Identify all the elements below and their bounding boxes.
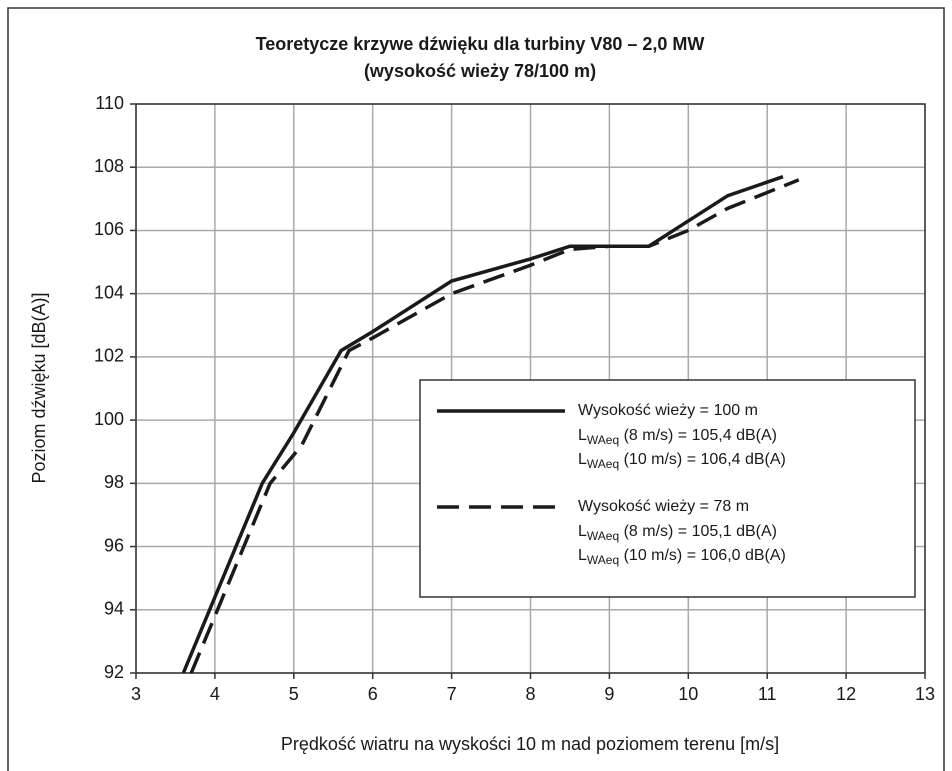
legend-note: LWAeq (10 m/s) = 106,4 dB(A)	[578, 451, 786, 471]
note-symbol: L	[578, 451, 587, 468]
legend-label: Wysokość wieży = 78 m	[578, 498, 749, 515]
frame	[7, 7, 945, 771]
y-tick-label: 110	[95, 93, 124, 113]
note-subscript: WAeq	[587, 529, 619, 543]
x-tick-label: 12	[836, 684, 856, 704]
note-subscript: WAeq	[587, 553, 619, 567]
note-subscript: WAeq	[587, 433, 619, 447]
chart-subtitle: (wysokość wieży 78/100 m)	[364, 61, 596, 81]
x-tick-label: 7	[447, 684, 457, 704]
note-text: (8 m/s) = 105,1 dB(A)	[619, 523, 777, 540]
x-tick-label: 5	[289, 684, 299, 704]
x-tick-label: 6	[368, 684, 378, 704]
note-text: (10 m/s) = 106,4 dB(A)	[619, 451, 786, 468]
series-line	[181, 175, 784, 674]
chart-title: Teoretycze krzywe dźwięku dla turbiny V8…	[256, 34, 705, 54]
x-tick-label: 3	[131, 684, 141, 704]
y-tick-label: 94	[104, 599, 124, 619]
legend	[419, 379, 916, 598]
x-tick-label: 8	[525, 684, 535, 704]
y-tick-label: 98	[104, 472, 124, 492]
x-tick-label: 13	[915, 684, 935, 704]
x-axis-label: Prędkość wiatru na wyskości 10 m nad poz…	[281, 734, 779, 754]
legend-label: Wysokość wieży = 100 m	[578, 402, 758, 419]
x-tick-label: 11	[758, 684, 777, 704]
note-symbol: L	[578, 547, 587, 564]
y-tick-label: 106	[94, 219, 124, 239]
note-text: (10 m/s) = 106,0 dB(A)	[619, 547, 786, 564]
x-tick-label: 10	[678, 684, 698, 704]
x-tick-label: 9	[604, 684, 614, 704]
series-line	[189, 178, 800, 674]
x-tick-label: 4	[210, 684, 220, 704]
legend-note: LWAeq (10 m/s) = 106,0 dB(A)	[578, 547, 786, 567]
y-tick-label: 100	[94, 409, 124, 429]
note-symbol: L	[578, 427, 587, 444]
y-tick-label: 102	[94, 346, 124, 366]
legend-note: LWAeq (8 m/s) = 105,1 dB(A)	[578, 523, 777, 543]
y-tick-label: 92	[104, 662, 124, 682]
note-symbol: L	[578, 523, 587, 540]
legend-note: LWAeq (8 m/s) = 105,4 dB(A)	[578, 427, 777, 447]
y-tick-label: 96	[104, 535, 124, 555]
y-tick-label: 108	[94, 156, 124, 176]
plot-border	[135, 103, 926, 674]
y-axis-label: Poziom dźwięku [dB(A)]	[29, 292, 49, 483]
note-subscript: WAeq	[587, 457, 619, 471]
y-tick-label: 104	[94, 282, 124, 302]
note-text: (8 m/s) = 105,4 dB(A)	[619, 427, 777, 444]
